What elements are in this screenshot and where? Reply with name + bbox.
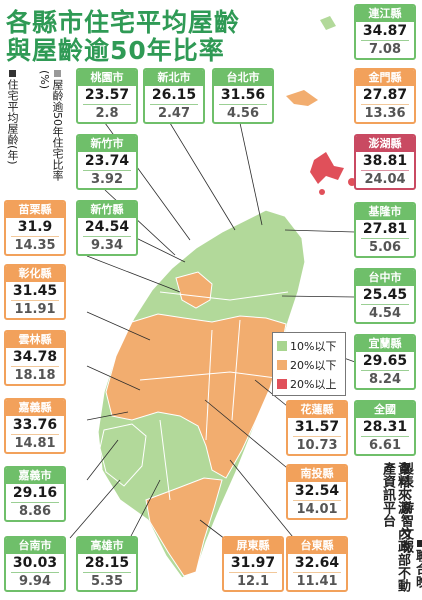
publisher-credit: 聯合晚報 bbox=[398, 540, 422, 588]
region-box-new-taipei: 新北市 26.15 2.47 bbox=[143, 68, 205, 124]
region-box-changhua: 彰化縣 31.45 11.91 bbox=[4, 264, 66, 320]
region-box-penghu: 澎湖縣 38.81 24.04 bbox=[354, 134, 416, 190]
region-south-orange bbox=[145, 477, 223, 577]
ratio-label: 屋齡逾50年住宅比率(%) bbox=[38, 70, 64, 181]
region-box-yunlin: 雲林縣 34.78 18.18 bbox=[4, 330, 66, 386]
legend-swatch bbox=[277, 379, 287, 389]
region-box-hualien: 花蓮縣 31.57 10.73 bbox=[286, 400, 348, 456]
region-tainan bbox=[99, 423, 147, 487]
source-credit: 資料來源：內政部不動產資訊平台 bbox=[380, 462, 410, 592]
legend-item-mid: 20%以下 bbox=[277, 357, 336, 373]
title-line-2: 與屋齡逾50年比率 bbox=[6, 36, 225, 65]
kinmen-island bbox=[286, 90, 318, 106]
legend-item-high: 20%以上 bbox=[277, 376, 336, 392]
region-box-taipei: 台北市 31.56 4.56 bbox=[212, 68, 274, 124]
region-box-national: 全國 28.31 6.61 bbox=[354, 400, 416, 456]
region-box-taichung: 台中市 25.45 4.54 bbox=[354, 268, 416, 324]
region-box-taoyuan: 桃園市 23.57 2.8 bbox=[76, 68, 138, 124]
region-box-keelung: 基隆市 27.81 5.06 bbox=[354, 202, 416, 258]
legend-swatch bbox=[277, 341, 287, 351]
region-box-taitung: 台東縣 32.64 11.41 bbox=[286, 536, 348, 592]
legend-item-low: 10%以下 bbox=[277, 338, 336, 354]
region-box-lienchiang: 連江縣 34.87 7.08 bbox=[354, 4, 416, 60]
region-box-kaohsiung: 高雄市 28.15 5.35 bbox=[76, 536, 138, 592]
region-box-miaoli: 苗栗縣 31.9 14.35 bbox=[4, 200, 66, 256]
legend-swatch bbox=[277, 360, 287, 370]
region-box-yilan: 宜蘭縣 29.65 8.24 bbox=[354, 334, 416, 390]
region-box-chiayi-city: 嘉義市 29.16 8.86 bbox=[4, 466, 66, 522]
region-miaoli bbox=[175, 271, 213, 309]
region-box-pingtung: 屏東縣 31.97 12.1 bbox=[222, 536, 284, 592]
region-central-orange bbox=[105, 313, 287, 479]
region-box-hsinchu-city: 新竹市 23.74 3.92 bbox=[76, 134, 138, 190]
map-legend: 10%以下 20%以下 20%以上 bbox=[272, 332, 346, 396]
region-box-hsinchu-county: 新竹縣 24.54 9.34 bbox=[76, 200, 138, 256]
region-box-kinmen: 金門縣 27.87 13.36 bbox=[354, 68, 416, 124]
region-box-tainan: 台南市 30.03 9.94 bbox=[4, 536, 66, 592]
penghu-islands bbox=[310, 152, 344, 184]
title-line-1: 各縣市住宅平均屋齡 bbox=[6, 8, 241, 37]
age-label: 住宅平均屋齡(年) bbox=[6, 70, 19, 180]
region-box-chiayi-county: 嘉義縣 33.76 14.81 bbox=[4, 398, 66, 454]
matsu-island bbox=[320, 16, 336, 30]
region-box-nantou: 南投縣 32.54 14.01 bbox=[286, 464, 348, 520]
production-credit: 製表：游智文 bbox=[398, 462, 413, 540]
